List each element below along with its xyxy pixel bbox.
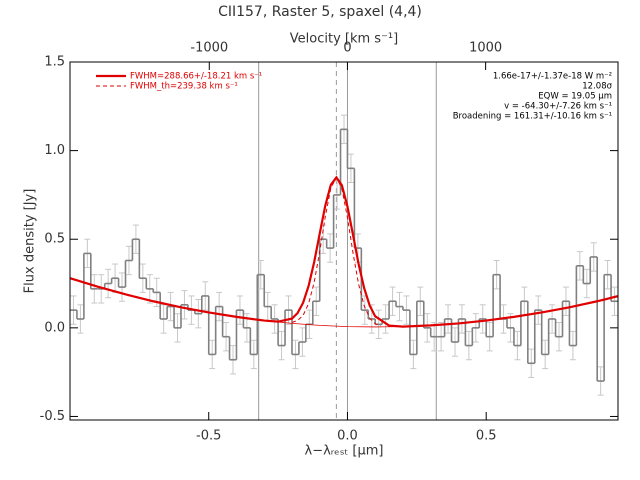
y-tick-label: -0.5: [40, 409, 65, 424]
x-tick-label: 0.0: [337, 429, 358, 444]
annotation: EQW = 19.05 μm: [538, 92, 612, 102]
y-tick-label: 0.5: [44, 232, 65, 247]
x-tick-label: 0.5: [476, 429, 497, 444]
legend-label: FWHM=288.66+/-18.21 km s⁻¹: [130, 72, 262, 82]
plot-frame: [69, 61, 619, 421]
y-tick-label: 1.0: [44, 143, 65, 158]
annotation: 12.08σ: [582, 82, 612, 92]
annotation: v = -64.30+/-7.26 km s⁻¹: [504, 102, 612, 112]
annotation: Broadening = 161.31+/-10.16 km s⁻¹: [453, 112, 612, 122]
legend-label: FWHM_th=239.38 km s⁻¹: [130, 82, 238, 92]
y-axis-label: Flux density [Jy]: [23, 189, 38, 294]
chart-title: CII157, Raster 5, spaxel (4,4): [218, 4, 422, 20]
x2-tick-label: 0: [343, 41, 351, 56]
x2-axis-label: Velocity [km s⁻¹]: [290, 32, 398, 47]
x-tick-label: -0.5: [196, 429, 221, 444]
annotation: 1.66e-17+/-1.37e-18 W m⁻²: [493, 72, 612, 82]
fit-line: [291, 176, 381, 327]
x-axis-label: λ−λᵣₑₛₜ [μm]: [305, 444, 384, 459]
fit-line: [69, 277, 619, 328]
y-tick-label: 0.0: [44, 320, 65, 335]
x2-tick-label: 1000: [469, 41, 502, 56]
y-tick-label: 1.5: [44, 55, 65, 70]
x2-tick-label: -1000: [190, 41, 228, 56]
